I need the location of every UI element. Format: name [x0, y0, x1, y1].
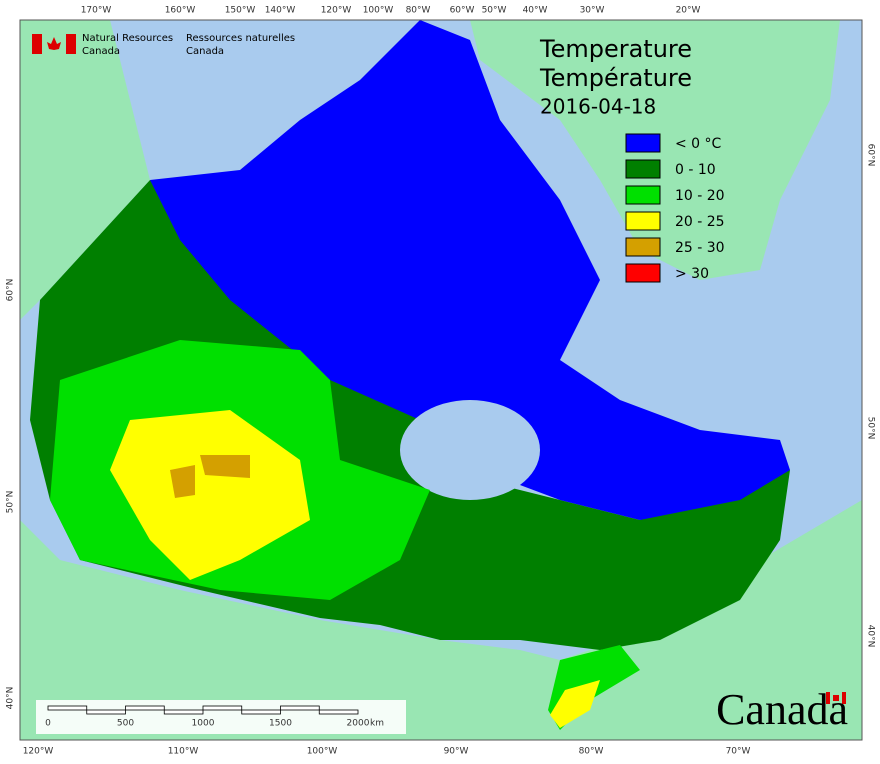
- graticule-label: 50°W: [482, 6, 507, 16]
- title-en: Temperature: [539, 35, 692, 63]
- alaska: [20, 20, 150, 320]
- graticule-label: 120°W: [321, 6, 352, 16]
- legend-swatch: [625, 211, 661, 231]
- legend-swatch: [625, 237, 661, 257]
- flag-bar: [66, 34, 76, 54]
- legend-swatch: [625, 263, 661, 283]
- graticule-label: 120°W: [23, 747, 54, 757]
- graticule-label: 110°W: [168, 747, 199, 757]
- graticule-label: 100°W: [307, 747, 338, 757]
- legend-label: 10 - 20: [675, 188, 725, 204]
- united-states: [20, 500, 862, 740]
- legend-label: > 30: [675, 266, 709, 282]
- scale-bar-label: 500: [117, 719, 134, 729]
- wordmark: Canada: [716, 685, 848, 734]
- scale-bar-label: 1500: [269, 719, 292, 729]
- graticule-label: 60°N: [866, 144, 876, 167]
- org-en: Canada: [82, 46, 120, 57]
- org-fr: Canada: [186, 46, 224, 57]
- graticule-label: 70°W: [726, 747, 751, 757]
- legend-label: 25 - 30: [675, 240, 725, 256]
- graticule-label: 100°W: [363, 6, 394, 16]
- org-fr: Ressources naturelles: [186, 33, 295, 44]
- legend-label: 0 - 10: [675, 162, 716, 178]
- scale-bar-label: 0: [45, 719, 51, 729]
- title-fr: Température: [539, 64, 692, 92]
- legend-label: 20 - 25: [675, 214, 725, 230]
- graticule-label: 20°W: [676, 6, 701, 16]
- scale-bar-segment: [280, 705, 320, 711]
- flag-leaf: [47, 37, 61, 50]
- wordmark-flag: [826, 692, 830, 704]
- region-below-0: [150, 20, 790, 520]
- scale-bar-segment: [241, 709, 281, 715]
- hudson-bay: [400, 400, 540, 500]
- region-20-25: [550, 680, 600, 728]
- legend-label: < 0 °C: [675, 136, 722, 152]
- graticule-label: 60°N: [6, 279, 16, 302]
- scale-bar-segment: [47, 705, 88, 711]
- scale-bar-label: 1000: [192, 719, 215, 729]
- flag-bar: [32, 34, 42, 54]
- graticule-label: 140°W: [265, 6, 296, 16]
- scale-bar-segment: [163, 709, 204, 715]
- graticule-label: 80°W: [579, 747, 604, 757]
- scale-bar-label: 2000: [347, 719, 370, 729]
- graticule-label: 60°W: [450, 6, 475, 16]
- graticule-label: 150°W: [225, 6, 256, 16]
- graticule-label: 90°W: [444, 747, 469, 757]
- wordmark-flag: [833, 695, 839, 701]
- legend-swatch: [625, 185, 661, 205]
- graticule-label: 40°N: [6, 687, 16, 710]
- graticule-label: 170°W: [81, 6, 112, 16]
- graticule-label: 50°N: [6, 491, 16, 514]
- graticule-label: 40°N: [866, 625, 876, 648]
- scale-bar-segment: [125, 705, 165, 711]
- scale-bar-bg: [36, 700, 406, 734]
- map-frame: [19, 19, 863, 741]
- scale-bar-segment: [86, 709, 126, 715]
- graticule-label: 40°W: [523, 6, 548, 16]
- graticule-label: 30°W: [580, 6, 605, 16]
- legend-swatch: [625, 133, 661, 153]
- org-en: Natural Resources: [82, 33, 173, 44]
- region-20-25: [110, 410, 310, 580]
- graticule-label: 80°W: [406, 6, 431, 16]
- region-25-30: [200, 455, 250, 478]
- scale-bar-segment: [202, 705, 243, 711]
- title-date: 2016-04-18: [540, 95, 656, 119]
- wordmark-flag: [842, 692, 846, 704]
- graticule-label: 160°W: [165, 6, 196, 16]
- scale-bar-unit: km: [370, 719, 384, 729]
- graticule-label: 50°N: [866, 417, 876, 440]
- region-25-30: [170, 465, 195, 498]
- legend-swatch: [625, 159, 661, 179]
- scale-bar-segment: [318, 709, 359, 715]
